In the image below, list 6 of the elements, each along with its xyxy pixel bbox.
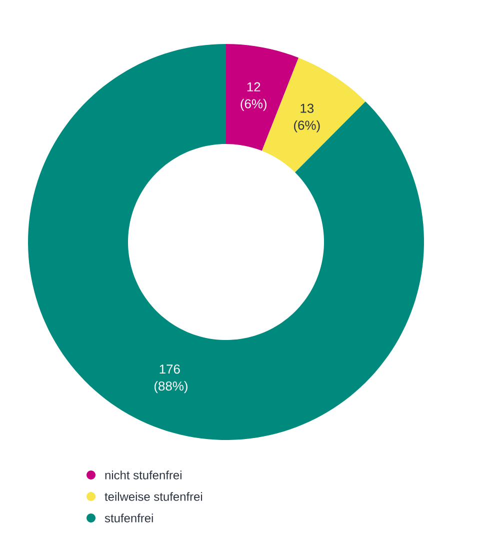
data-label: 176 (88%) [154, 364, 188, 394]
legend-label: stufenfrei [104, 514, 153, 522]
data-label: 12 (6%) [240, 82, 266, 111]
legend-label: teilweise stufenfrei [104, 492, 202, 501]
data-label: 13 (6%) [294, 104, 320, 132]
legend-label: nicht stufenfrei [105, 470, 182, 480]
